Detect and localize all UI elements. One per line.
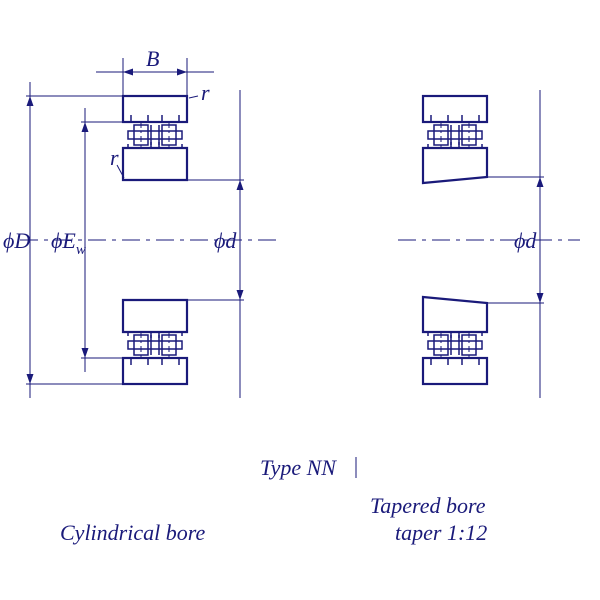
left-view-cylindrical: B r r ϕD ϕEw: [3, 46, 280, 398]
label-phiEw-base: ϕEw: [51, 228, 86, 258]
dim-B: B: [96, 46, 214, 96]
caption-type-nn: Type NN: [260, 455, 337, 480]
caption-tapered-bore-l1: Tapered bore: [370, 493, 486, 518]
dim-phid-right: ϕd: [487, 90, 544, 398]
label-phid-left: ϕd: [214, 228, 237, 253]
label-phiD: ϕD: [3, 228, 30, 253]
label-B: B: [146, 46, 159, 71]
right-view-tapered: ϕd: [398, 90, 580, 398]
bearing-diagram: B r r ϕD ϕEw: [0, 0, 600, 600]
dim-phid-left: ϕd: [187, 90, 244, 398]
caption-cylindrical-bore: Cylindrical bore: [60, 520, 205, 545]
caption-tapered-bore-l2: taper 1:12: [395, 520, 487, 545]
label-phid-right: ϕd: [514, 228, 537, 253]
label-r-top: r: [201, 80, 210, 105]
